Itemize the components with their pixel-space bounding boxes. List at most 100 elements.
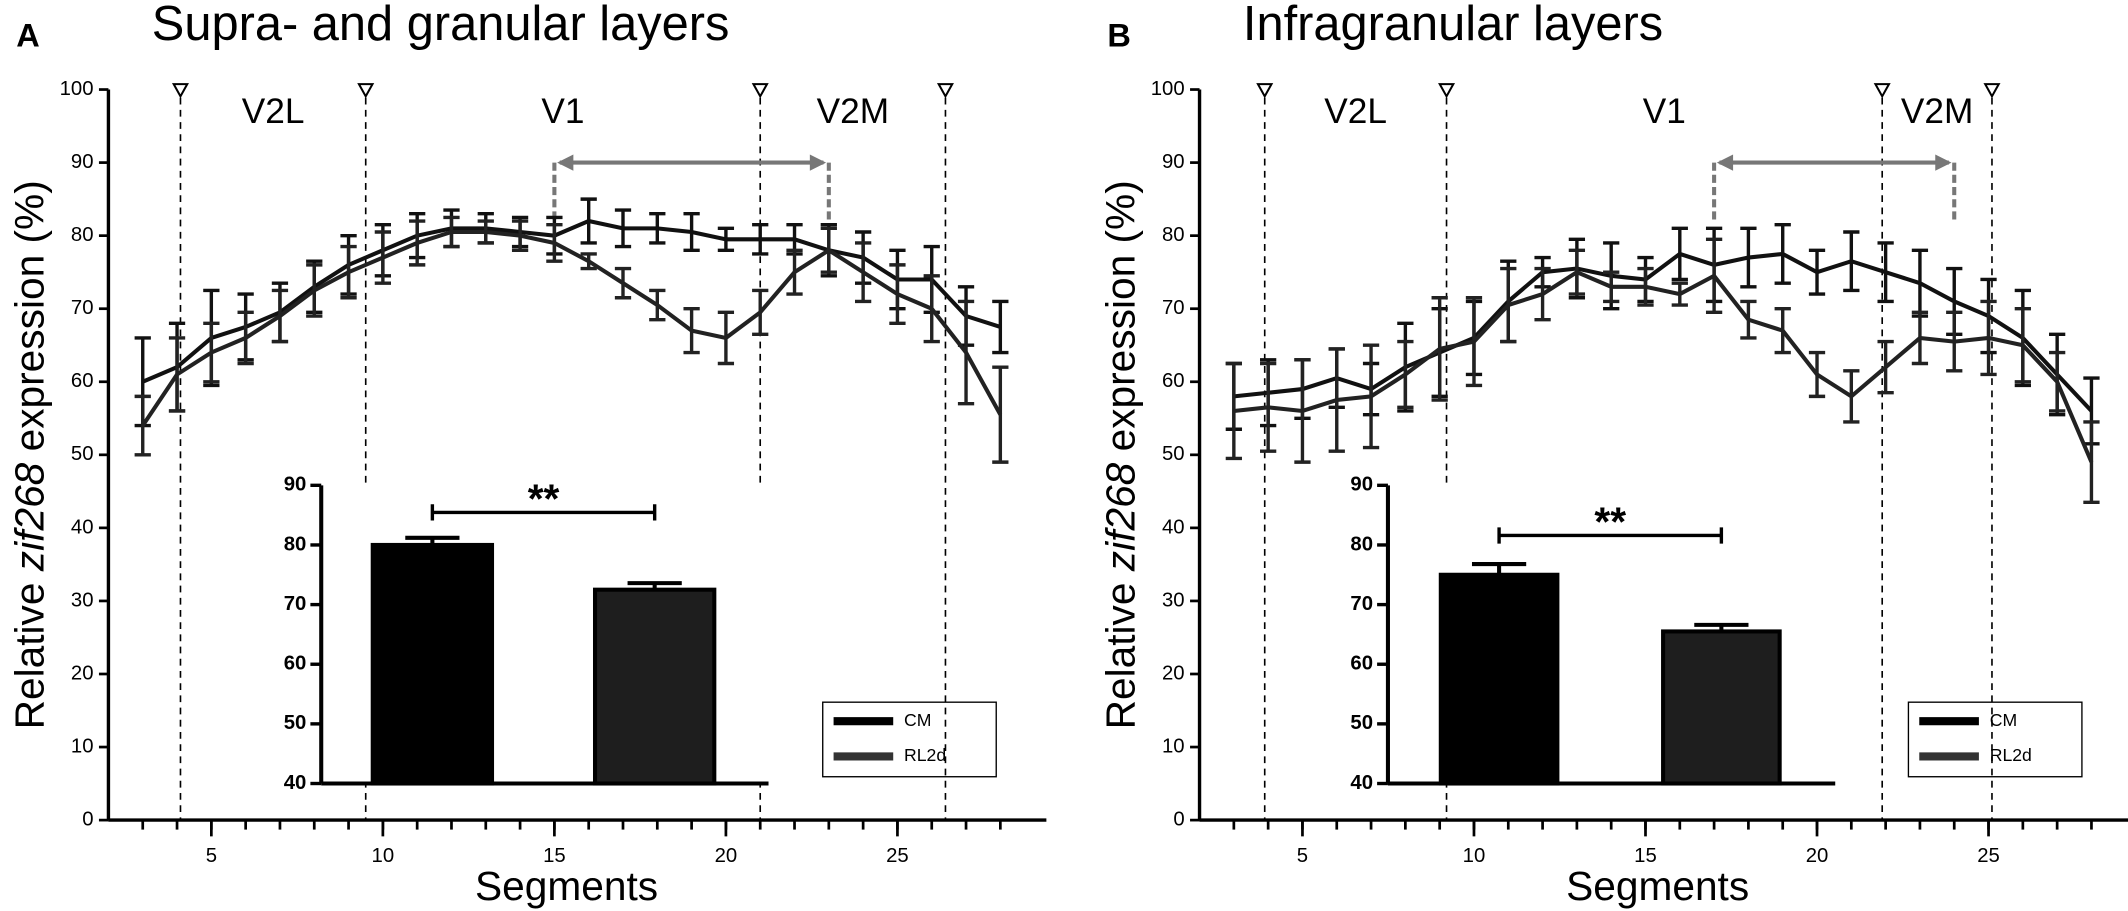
error-bar bbox=[1603, 270, 1620, 304]
y-tick-label: 100 bbox=[1151, 78, 1185, 100]
x-tick-label: 20 bbox=[1806, 845, 1829, 867]
error-bar bbox=[649, 212, 666, 245]
x-tick-label: 5 bbox=[1297, 845, 1308, 867]
legend-label: RL2d bbox=[904, 745, 946, 765]
inset-y-tick-label: 50 bbox=[284, 712, 307, 734]
error-bar bbox=[134, 394, 151, 457]
y-axis-label-part: zif268 bbox=[1097, 462, 1143, 572]
error-bar bbox=[923, 274, 940, 344]
error-bar bbox=[1774, 307, 1791, 355]
error-bar bbox=[649, 288, 666, 322]
y-tick-label: 10 bbox=[1162, 735, 1185, 757]
y-tick-label: 40 bbox=[1162, 516, 1185, 538]
error-bar bbox=[2014, 307, 2031, 384]
y-axis-label-part: Relative bbox=[1097, 571, 1143, 729]
error-bar bbox=[580, 252, 597, 271]
y-tick-label: 90 bbox=[1162, 151, 1185, 173]
y-tick-label: 50 bbox=[1162, 443, 1185, 465]
inset-y-tick-label: 80 bbox=[1350, 533, 1373, 555]
error-bar bbox=[1843, 230, 1860, 293]
region-label: V2L bbox=[242, 92, 305, 131]
error-bar bbox=[992, 365, 1009, 464]
panel-label: B bbox=[1107, 18, 1130, 54]
inset-y-tick-label: 80 bbox=[284, 533, 307, 555]
error-bar bbox=[271, 288, 289, 344]
error-bar bbox=[443, 215, 460, 249]
y-tick-label: 50 bbox=[71, 443, 94, 465]
y-tick-label: 0 bbox=[82, 808, 93, 830]
legend-box bbox=[1907, 701, 2083, 778]
y-axis-label-part: Relative bbox=[6, 571, 52, 729]
error-bar bbox=[203, 321, 220, 384]
boundary-marker bbox=[751, 83, 769, 99]
error-bar bbox=[889, 263, 906, 326]
error-bar bbox=[1534, 266, 1551, 322]
error-bar bbox=[374, 230, 392, 285]
y-tick-label: 30 bbox=[71, 589, 94, 611]
region-label: V1 bbox=[541, 92, 584, 131]
x-tick-label: 25 bbox=[1977, 845, 2000, 867]
y-tick-label: 70 bbox=[1162, 297, 1185, 319]
boundary-marker bbox=[1438, 83, 1456, 99]
x-tick-label: 5 bbox=[206, 845, 217, 867]
boundary-marker bbox=[1256, 83, 1274, 99]
error-bar bbox=[752, 222, 769, 256]
x-tick-label: 10 bbox=[1463, 845, 1486, 867]
region-label: V1 bbox=[1643, 92, 1686, 131]
error-bar bbox=[1260, 361, 1277, 453]
error-bar bbox=[1328, 347, 1345, 453]
boundary-marker bbox=[357, 83, 375, 99]
x-tick-label: 15 bbox=[543, 845, 566, 867]
boundary-marker bbox=[171, 83, 189, 99]
error-bar bbox=[752, 288, 769, 336]
significance-bracket bbox=[1497, 527, 1724, 544]
y-tick-label: 20 bbox=[71, 662, 94, 684]
inset-bar bbox=[370, 542, 495, 786]
error-bar bbox=[1465, 296, 1483, 388]
error-bar bbox=[1843, 369, 1860, 424]
error-bar bbox=[854, 241, 872, 304]
y-axis-label-part: zif268 bbox=[6, 462, 52, 572]
inset-y-tick-label: 90 bbox=[284, 474, 307, 496]
inset-y-tick-label: 70 bbox=[1350, 593, 1373, 615]
y-tick-label: 70 bbox=[71, 297, 94, 319]
error-bar bbox=[1808, 350, 1826, 399]
error-bar bbox=[1740, 226, 1757, 289]
data-line bbox=[1233, 269, 2094, 463]
boundary-marker bbox=[1983, 83, 2001, 99]
error-bar bbox=[168, 336, 186, 413]
inset-y-tick-label: 40 bbox=[284, 772, 307, 794]
error-bar bbox=[340, 244, 357, 300]
inset-y-tick-label: 40 bbox=[1350, 772, 1373, 794]
error-bar bbox=[717, 226, 735, 252]
legend-label: RL2d bbox=[1990, 745, 2032, 765]
y-tick-label: 10 bbox=[71, 735, 94, 757]
significance-bracket bbox=[430, 504, 657, 521]
error-bar bbox=[409, 219, 426, 267]
x-axis-label: Segments bbox=[475, 863, 658, 909]
x-tick-label: 10 bbox=[372, 845, 395, 867]
y-axis-label: Relative zif268 expression (%) bbox=[1097, 180, 1143, 729]
error-bar bbox=[2083, 420, 2100, 505]
inset-y-tick-label: 60 bbox=[284, 653, 307, 675]
panel-label: A bbox=[16, 18, 39, 54]
y-tick-label: 20 bbox=[1162, 662, 1185, 684]
inset-y-tick-label: 70 bbox=[284, 593, 307, 615]
legend-box bbox=[822, 701, 997, 778]
x-axis-label: Segments bbox=[1566, 863, 1749, 909]
inset-bar bbox=[1438, 572, 1560, 786]
data-line bbox=[141, 218, 1001, 384]
error-bar bbox=[1671, 226, 1688, 282]
inset-bar bbox=[592, 587, 717, 786]
error-bar bbox=[306, 263, 323, 318]
data-line bbox=[1233, 251, 2093, 413]
y-tick-label: 60 bbox=[71, 370, 94, 392]
chart-title: Infragranular layers bbox=[1243, 0, 1663, 51]
error-bar bbox=[1911, 310, 1929, 366]
y-axis-label: Relative zif268 expression (%) bbox=[6, 180, 52, 729]
error-bar bbox=[1294, 358, 1311, 464]
error-bar bbox=[1877, 339, 1894, 395]
x-tick-label: 15 bbox=[1634, 845, 1657, 867]
y-tick-label: 80 bbox=[71, 224, 94, 246]
